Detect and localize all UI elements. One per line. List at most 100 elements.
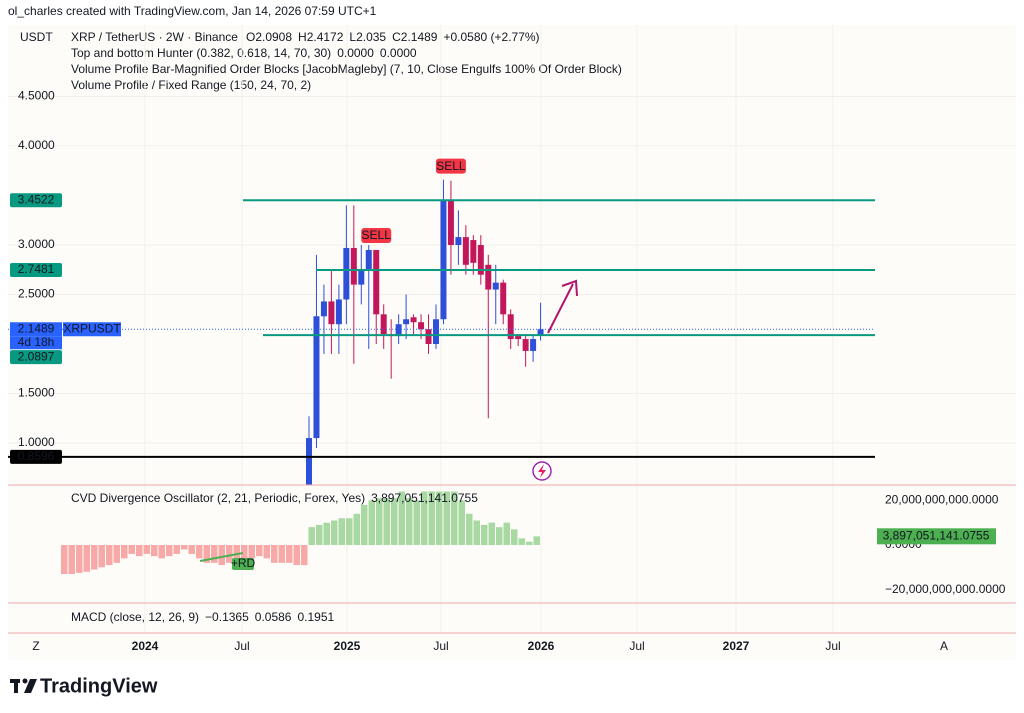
auto-button[interactable]: A [940,639,948,653]
candle-body [477,245,484,275]
bar [248,545,255,559]
indicator-name: Top and bottom Hunter (0.382, 0.618, 14,… [71,46,331,60]
logo-part [22,678,28,684]
logo: TradingView [10,675,158,697]
ohlc-value: 2.0908 [255,30,292,44]
candle-body [373,249,380,315]
y-tick-label: 3.0000 [18,237,55,251]
candle-body [350,247,357,285]
candle-body [306,438,312,485]
bar [481,524,488,545]
y-tick-label: −20,000,000,000.0000 [885,582,1006,596]
y-tick-label: 1.5000 [18,386,55,400]
logo-part [14,679,18,693]
candle-body [380,314,387,335]
ohlc-value: 2.1489 [401,30,438,44]
bar [241,545,248,559]
y-tick-label: 1.0000 [18,435,55,449]
bar [188,545,195,554]
change: +0.0580 (+2.77%) [443,30,539,44]
bar [166,545,173,557]
x-tick-label: 2024 [132,639,159,653]
level-label: 3.4522 [18,192,55,206]
bar [503,522,510,545]
logo-part [24,679,37,693]
brand: TradingView [40,675,158,697]
y-tick-label: 4.5000 [18,89,55,103]
bar [136,545,143,557]
symbol-title: XRP / TetherUS · 2W · Binance [71,30,238,44]
bar [383,498,390,545]
level-label: 2.0897 [18,349,55,363]
bar [128,545,135,554]
indicator-name: Volume Profile / Fixed Range (150, 24, 7… [71,78,311,92]
grid: 4.5000 4.0000 3.0000 2.5000 1.5000 1.0000 [8,25,1016,633]
candle-body [447,200,454,246]
bar [346,518,353,545]
zoom-button[interactable]: Z [32,639,39,653]
bar [181,545,188,550]
x-tick-label: 2026 [528,639,555,653]
indicator-value: 3,897,051,141.0755 [371,491,478,505]
bar [353,513,360,545]
bar [293,545,300,566]
currency: USDT [20,30,53,44]
bar [398,491,405,545]
bar [68,545,75,574]
bar [338,518,345,545]
candle-body [320,301,327,317]
bar [151,545,158,557]
bar [466,513,473,545]
candle-body [500,282,507,315]
chart-area [8,25,1016,660]
bar [91,545,98,570]
indicator-name: Volume Profile Bar-Magnified Order Block… [71,62,622,76]
ohlc-value: 2.4172 [307,30,344,44]
indicator-value: −0.1365 [205,610,249,624]
arrow-head [561,279,578,297]
signal: SELL [436,159,466,173]
bar [473,520,480,545]
candle-body [425,329,432,345]
legend: XRP / TetherUS · 2W · Binance O 2.0908 H 2.… [71,30,540,44]
bar [428,491,435,545]
divergence-label: +RD [231,556,256,570]
bar [488,522,495,545]
bar [121,545,128,559]
bar [526,541,533,545]
candle-body [343,247,350,300]
bar [533,536,540,545]
bar [443,491,450,545]
bar [203,545,210,563]
price-box [10,322,62,337]
bar [226,545,233,563]
candle-body [522,339,529,351]
bar [218,545,225,566]
arrow [547,283,574,334]
bar [83,545,90,572]
signal-box [361,227,392,243]
level-box [10,449,62,464]
bar [286,545,293,563]
overlay: 3.4522 2.7481 2.0897 0.8596 2.1489 XRPUSDT 4d … [8,158,875,481]
candle-body [455,237,462,246]
y-tick-label: 20,000,000,000.0000 [885,493,999,507]
candle-body [328,301,335,325]
ohlc-value: 2.035 [356,30,386,44]
bar [451,491,458,545]
bar [173,545,180,554]
ohlc-key: H [298,30,307,44]
signal: SELL [362,228,392,242]
bar [421,491,428,545]
bar [391,498,398,545]
level-box [10,262,62,277]
level-box [10,193,62,208]
attribution: ol_charles created with TradingView.com,… [8,4,377,18]
countdown-box [10,336,62,350]
bar [233,545,240,561]
bar [316,524,323,545]
candle-body [462,237,469,265]
bar [98,545,105,568]
x-tick-label: Jul [629,639,644,653]
